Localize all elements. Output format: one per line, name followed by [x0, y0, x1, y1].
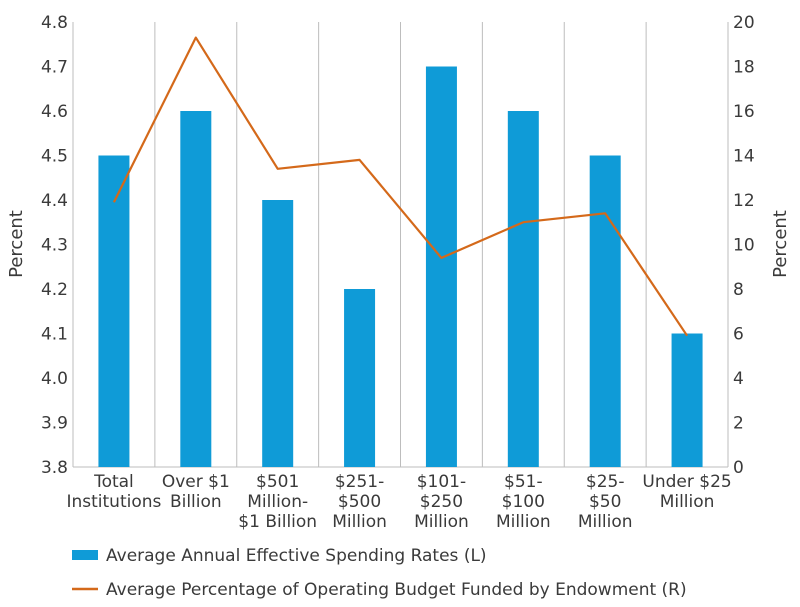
category-label: Total Institutions: [66, 472, 161, 512]
left-tick-label: 4.5: [41, 147, 68, 167]
line-series-path: [112, 36, 689, 337]
right-y-axis-title: Percent: [770, 210, 791, 278]
bar: [98, 155, 130, 467]
bars: [98, 66, 703, 467]
right-tick-label: 4: [733, 369, 744, 389]
left-tick-label: 4.8: [41, 13, 68, 33]
legend-label-line: Average Percentage of Operating Budget F…: [106, 580, 687, 600]
left-tick-label: 4.4: [41, 191, 68, 211]
category-label: $501 Million-$1 Billion: [238, 472, 317, 532]
bar: [671, 333, 703, 467]
left-tick-label: 4.6: [41, 102, 68, 122]
right-tick-label: 2: [733, 414, 744, 434]
category-label: Under $25 Million: [642, 472, 731, 512]
bar: [507, 111, 539, 467]
legend-label-bars: Average Annual Effective Spending Rates …: [106, 546, 487, 566]
bar: [344, 289, 376, 467]
bar: [589, 155, 621, 467]
bar: [425, 66, 457, 467]
left-tick-label: 4.3: [41, 236, 68, 256]
right-tick-label: 6: [733, 325, 744, 345]
legend: Average Annual Effective Spending Rates …: [72, 546, 687, 600]
bar: [180, 111, 212, 467]
left-tick-label: 4.0: [41, 369, 68, 389]
right-tick-label: 16: [733, 102, 755, 122]
legend-bar-swatch: [72, 550, 98, 560]
category-label: $251-$500 Million: [332, 472, 387, 532]
left-y-axis-ticks: 3.8 3.9 4.0 4.1 4.2 4.3 4.4 4.5 4.6 4.7 4.8: [41, 13, 68, 478]
right-tick-label: 0: [733, 458, 744, 478]
left-tick-label: 4.1: [41, 325, 68, 345]
left-tick-label: 3.8: [41, 458, 68, 478]
right-tick-label: 12: [733, 191, 755, 211]
bar: [262, 200, 294, 467]
right-tick-label: 20: [733, 13, 755, 33]
right-tick-label: 18: [733, 58, 755, 78]
category-label: Over $1 Billion: [162, 472, 230, 512]
left-tick-label: 4.7: [41, 58, 68, 78]
left-tick-label: 4.2: [41, 280, 68, 300]
left-y-axis-title: Percent: [6, 210, 27, 278]
category-label: $25-$50 Million: [578, 472, 633, 532]
category-label: $101-$250 Million: [414, 472, 469, 532]
right-tick-label: 14: [733, 147, 755, 167]
category-label: $51-$100 Million: [496, 472, 551, 532]
left-tick-label: 3.9: [41, 414, 68, 434]
right-tick-label: 8: [733, 280, 744, 300]
line-series: [112, 36, 689, 337]
right-y-axis-ticks: 0 2 4 6 8 10 12 14 16 18 20: [733, 13, 755, 478]
right-tick-label: 10: [733, 236, 755, 256]
